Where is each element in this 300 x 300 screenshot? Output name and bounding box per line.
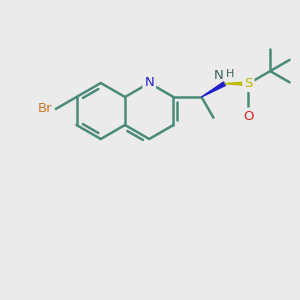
Text: Br: Br: [37, 102, 52, 116]
Text: N: N: [214, 69, 224, 82]
Polygon shape: [224, 82, 248, 86]
Text: O: O: [243, 110, 254, 122]
Text: N: N: [144, 76, 154, 89]
Polygon shape: [202, 82, 226, 97]
Text: S: S: [244, 77, 253, 90]
Text: H: H: [226, 69, 234, 79]
